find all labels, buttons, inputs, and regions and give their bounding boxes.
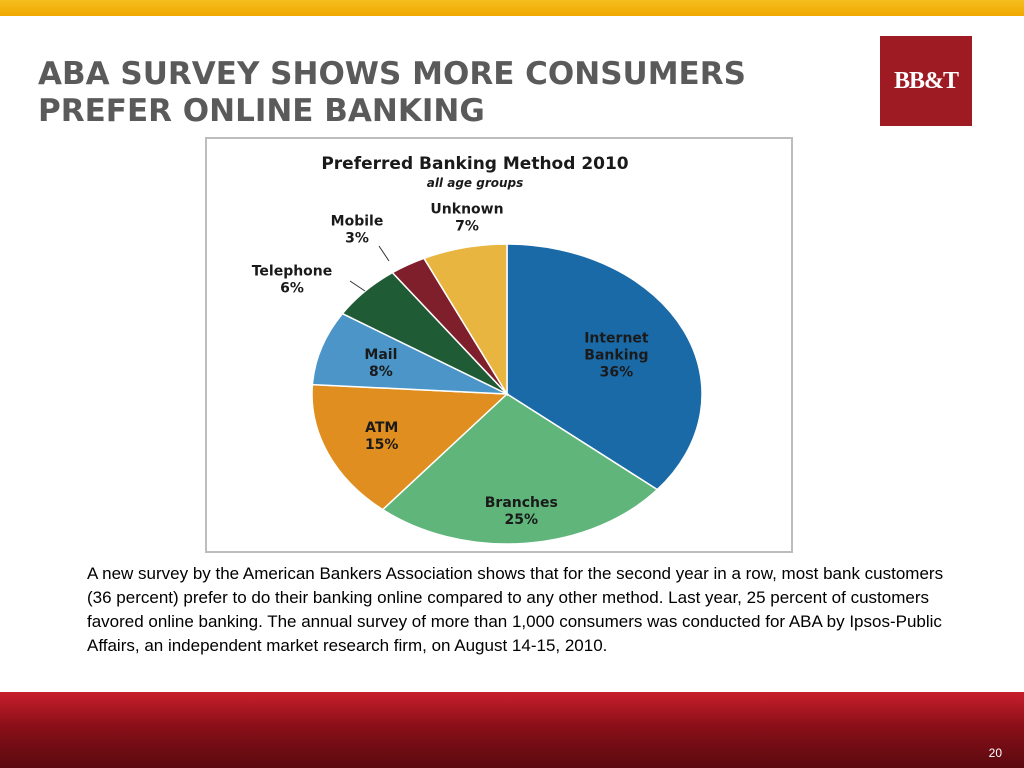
slice-label-mail: Mail — [364, 347, 397, 363]
slice-label-mobile: Mobile — [331, 214, 384, 230]
slice-label-internet-banking: Banking — [584, 347, 648, 363]
slice-label-telephone: Telephone — [252, 264, 333, 280]
slice-label-mail: 8% — [369, 364, 393, 380]
chart-title: Preferred Banking Method 2010 — [321, 154, 628, 174]
leader-line-telephone — [349, 280, 366, 292]
chart-frame: Preferred Banking Method 2010 all age gr… — [205, 137, 793, 553]
slide-title-line-2: PREFER ONLINE BANKING — [38, 93, 485, 129]
body-paragraph: A new survey by the American Bankers Ass… — [87, 564, 944, 655]
logo-text: BB&T — [893, 67, 959, 94]
page-number: 20 — [988, 746, 1002, 760]
slice-label-unknown: Unknown — [430, 202, 503, 218]
slice-label-internet-banking: 36% — [600, 364, 634, 380]
slide-title: ABA SURVEY SHOWS MORE CONSUMERS PREFER O… — [38, 56, 838, 130]
slice-label-internet-banking: Internet — [584, 330, 649, 346]
slice-label-telephone: 6% — [280, 281, 304, 297]
pie-slice-mail — [311, 312, 508, 395]
bbt-logo: BB&T — [880, 36, 972, 126]
leader-lines — [349, 245, 390, 292]
bottom-band — [0, 692, 1024, 768]
pie-slice-internet-banking — [506, 243, 703, 491]
leader-line-mobile — [378, 245, 390, 262]
pie-slice-unknown — [422, 243, 508, 397]
pie-slices — [311, 243, 703, 545]
slide-title-line-1: ABA SURVEY SHOWS MORE CONSUMERS — [38, 56, 746, 92]
slice-label-atm: 15% — [365, 437, 399, 453]
slice-label-branches: Branches — [485, 495, 558, 511]
top-accent-bar — [0, 0, 1024, 16]
slice-label-unknown: 7% — [455, 219, 479, 235]
pie-chart: Preferred Banking Method 2010 all age gr… — [252, 154, 703, 545]
pie-slice-branches — [381, 393, 659, 545]
pie-slice-atm — [311, 383, 509, 511]
slice-label-atm: ATM — [365, 420, 398, 436]
chart-subtitle: all age groups — [427, 176, 524, 190]
slice-label-mobile: 3% — [345, 231, 369, 247]
slice-label-branches: 25% — [505, 512, 539, 528]
